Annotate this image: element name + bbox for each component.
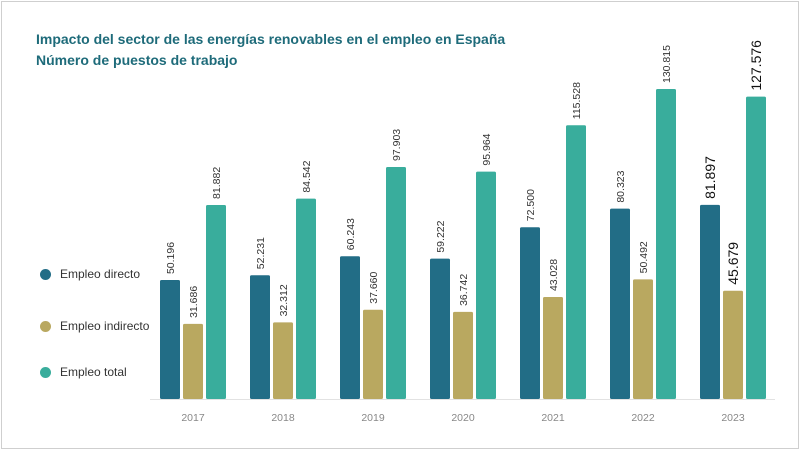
x-tick-label-2019: 2019 — [361, 412, 385, 424]
legend-swatch-directo — [40, 269, 51, 280]
bar-2019-total — [386, 166, 406, 399]
x-tick-label-2018: 2018 — [271, 412, 295, 424]
bar-2019-indirecto — [363, 309, 383, 399]
legend-label-indirecto: Empleo indirecto — [60, 319, 150, 333]
x-tick-label-2020: 2020 — [451, 412, 475, 424]
bar-2020-indirecto — [453, 311, 473, 399]
x-tick-label-2021: 2021 — [541, 412, 565, 424]
bar-2021-directo — [520, 227, 540, 399]
bar-2021-total — [566, 125, 586, 399]
bar-2022-directo — [610, 208, 630, 399]
chart-title: Impacto del sector de las energías renov… — [36, 31, 506, 47]
bar-2018-directo — [250, 275, 270, 399]
bar-2023-directo — [700, 204, 720, 399]
legend-item-empleo-directo: Empleo directo — [40, 267, 160, 303]
legend-item-empleo-total: Empleo total — [40, 365, 160, 401]
data-label-2017-0: 50.196 — [165, 242, 177, 274]
bar-2022-indirecto — [633, 279, 653, 399]
legend-label-total: Empleo total — [60, 365, 127, 379]
bar-2017-indirecto — [183, 323, 203, 399]
x-tick-label-2023: 2023 — [721, 412, 745, 424]
data-label-2018-0: 52.231 — [255, 237, 267, 269]
bar-2017-total — [206, 204, 226, 399]
bar-2018-indirecto — [273, 322, 293, 399]
bar-2018-total — [296, 198, 316, 399]
data-label-2023-0: 81.897 — [702, 156, 718, 199]
bar-2019-directo — [340, 256, 360, 399]
data-label-2019-1: 37.660 — [368, 271, 380, 303]
bar-2022-total — [656, 89, 676, 399]
data-label-2017-2: 81.882 — [211, 167, 223, 199]
data-label-2020-0: 59.222 — [435, 220, 447, 252]
bar-2020-total — [476, 171, 496, 399]
data-label-2020-2: 95.964 — [481, 133, 493, 165]
legend-label-directo: Empleo directo — [60, 267, 141, 281]
bar-2023-total — [746, 96, 766, 399]
legend-swatch-total — [40, 367, 51, 378]
data-label-2018-1: 32.312 — [278, 284, 290, 316]
bar-2017-directo — [160, 280, 180, 399]
data-label-2018-2: 84.542 — [301, 160, 313, 192]
data-label-2021-0: 72.500 — [525, 189, 537, 221]
data-label-2020-1: 36.742 — [458, 274, 470, 306]
chart-subtitle: Número de puestos de trabajo — [36, 52, 238, 68]
legend-item-empleo-indirecto: Empleo indirecto — [40, 319, 160, 355]
bar-2023-indirecto — [723, 290, 743, 399]
data-label-2023-2: 127.576 — [748, 40, 764, 91]
data-label-2021-2: 115.528 — [571, 82, 583, 119]
bar-2020-directo — [430, 258, 450, 399]
x-tick-label-2017: 2017 — [181, 412, 205, 424]
data-label-2019-0: 60.243 — [345, 218, 357, 250]
data-label-2021-1: 43.028 — [548, 259, 560, 291]
data-label-2022-1: 50.492 — [638, 241, 650, 273]
legend-swatch-indirecto — [40, 321, 51, 332]
x-tick-label-2022: 2022 — [631, 412, 655, 424]
data-label-2017-1: 31.686 — [188, 286, 200, 318]
bar-2021-indirecto — [543, 297, 563, 399]
data-label-2019-2: 97.903 — [391, 129, 403, 161]
data-label-2022-2: 130.815 — [661, 45, 673, 83]
data-label-2022-0: 80.323 — [615, 170, 627, 202]
data-label-2023-1: 45.679 — [725, 242, 741, 285]
